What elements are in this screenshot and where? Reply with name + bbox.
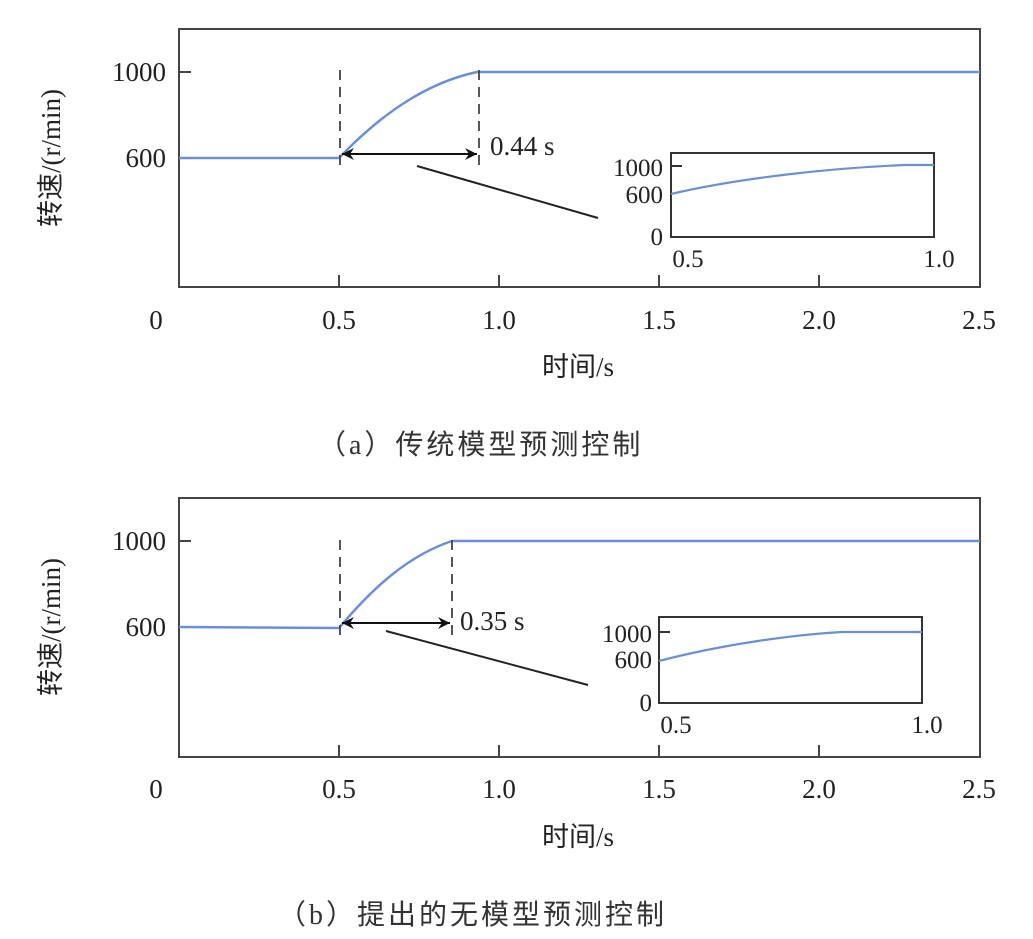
y-tick-600-b: 600 (126, 612, 167, 642)
duration-label-a: 0.44 s (490, 131, 555, 161)
x-tick-labels-a: 0 0.5 1.0 1.5 2.0 2.5 (149, 305, 996, 335)
speed-curve-b (178, 539, 980, 630)
svg-text:0.5: 0.5 (660, 712, 691, 739)
svg-text:0: 0 (149, 305, 163, 335)
duration-label-b: 0.35 s (460, 606, 525, 636)
x-ticks-b (338, 745, 820, 757)
x-ticks-a (338, 275, 820, 287)
x-axis-label-b: 时间/s (542, 822, 614, 852)
svg-text:1.0: 1.0 (911, 712, 942, 739)
y-axis-label-b: 转速/(r/min) (36, 558, 66, 696)
inset-a: 1000 600 0 0.5 1.0 (613, 152, 955, 273)
y-tick-1000-a: 1000 (112, 57, 166, 87)
inset-b: 1000 600 0 0.5 1.0 (602, 616, 943, 739)
svg-text:1.0: 1.0 (482, 774, 516, 804)
y-tick-600-a: 600 (126, 143, 167, 173)
svg-text:0: 0 (149, 774, 163, 804)
svg-text:2.5: 2.5 (962, 774, 996, 804)
x-tick-labels-b: 0 0.5 1.0 1.5 2.0 2.5 (149, 774, 996, 804)
svg-text:1.0: 1.0 (482, 305, 516, 335)
panel-b: 1000 600 0 0.5 1.0 1.5 2.0 2.5 时间/s 转速/(… (36, 497, 996, 852)
svg-text:2.5: 2.5 (962, 305, 996, 335)
svg-text:0.5: 0.5 (322, 305, 356, 335)
svg-text:2.0: 2.0 (802, 305, 836, 335)
svg-text:0: 0 (651, 224, 664, 251)
caption-a: （a）传统模型预测控制 (318, 430, 644, 461)
svg-text:600: 600 (626, 182, 664, 209)
svg-text:0: 0 (640, 690, 653, 717)
svg-text:1000: 1000 (602, 621, 652, 648)
svg-text:1.0: 1.0 (923, 246, 954, 273)
svg-text:600: 600 (615, 647, 653, 674)
caption-b: （b）提出的无模型预测控制 (278, 900, 668, 931)
svg-text:0.5: 0.5 (672, 246, 703, 273)
svg-text:1.5: 1.5 (642, 774, 676, 804)
y-tick-1000-b: 1000 (112, 526, 166, 556)
panel-a: 1000 600 0 0.5 1.0 1.5 2.0 2.5 时间/s 转速/(… (36, 28, 996, 382)
svg-text:1000: 1000 (613, 155, 663, 182)
svg-text:1.5: 1.5 (642, 305, 676, 335)
svg-text:2.0: 2.0 (802, 774, 836, 804)
speed-curve-a (179, 70, 980, 160)
svg-text:0.5: 0.5 (322, 774, 356, 804)
y-axis-label-a: 转速/(r/min) (36, 89, 66, 227)
x-axis-label-a: 时间/s (542, 352, 614, 382)
